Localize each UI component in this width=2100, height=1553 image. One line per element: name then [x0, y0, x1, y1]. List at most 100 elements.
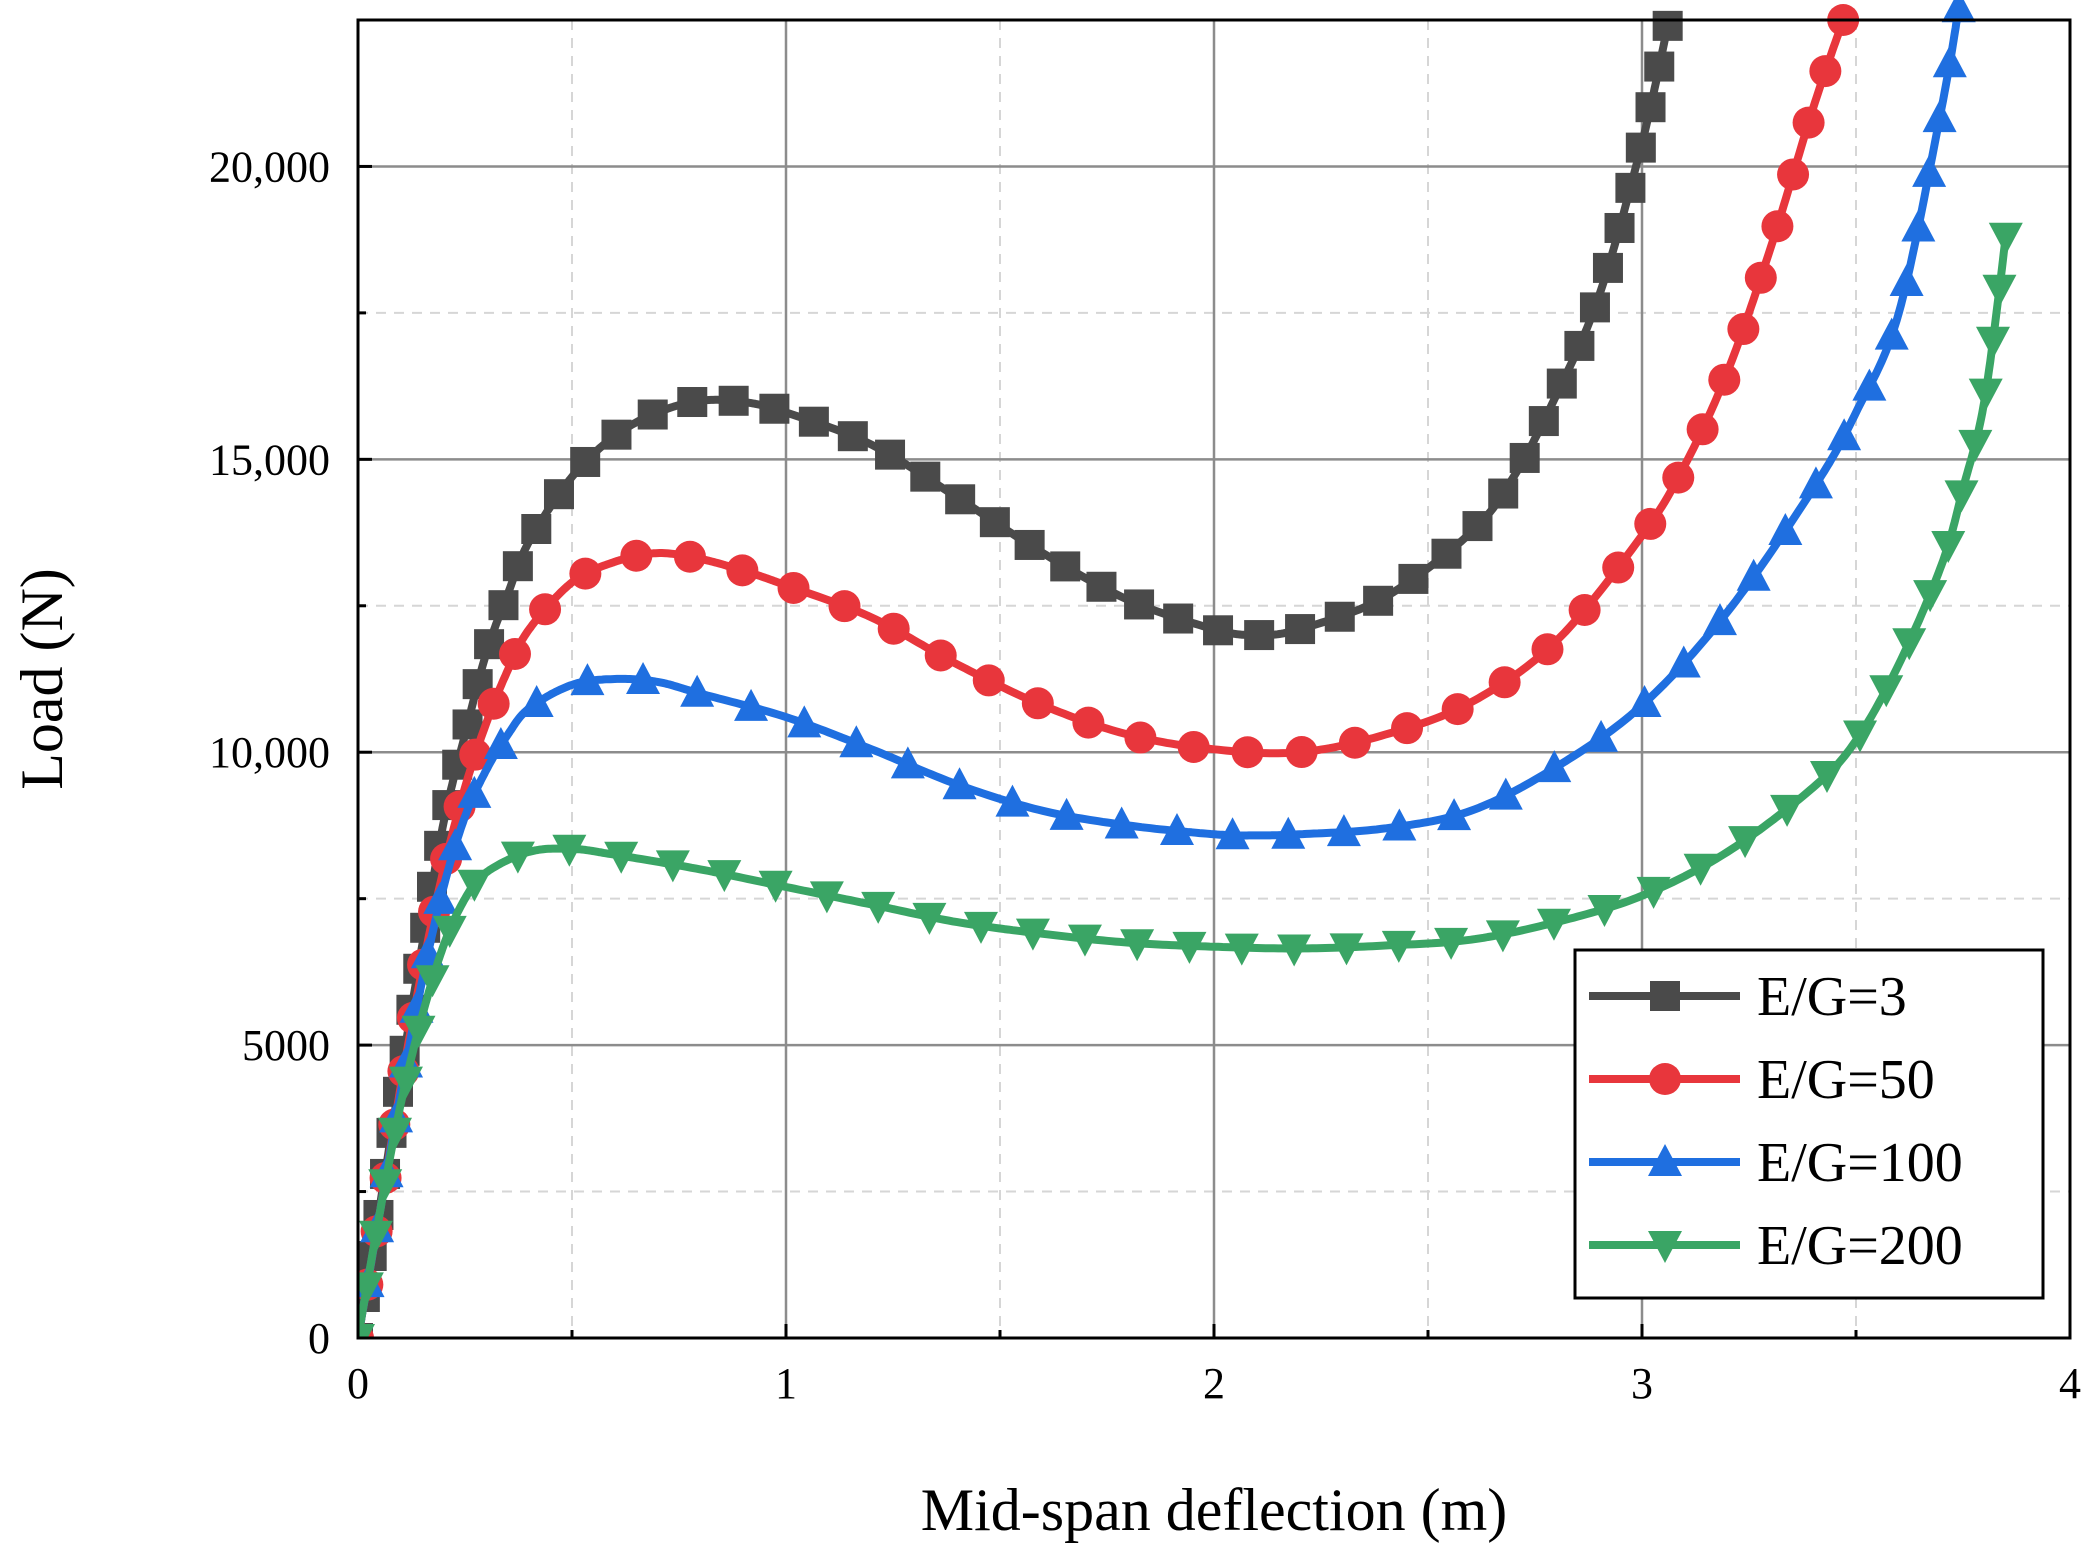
series-point [1568, 593, 1601, 626]
series-point [1615, 172, 1646, 203]
y-tick-label: 0 [308, 1314, 330, 1363]
series-point [1982, 274, 2017, 307]
series-point [1683, 853, 1718, 886]
series-point [877, 612, 910, 645]
y-axis-title: Load (N) [9, 568, 75, 790]
series-point [1049, 797, 1084, 830]
series-point [1809, 55, 1842, 88]
series-point [488, 590, 519, 621]
series-point [1391, 712, 1424, 745]
y-tick-label: 10,000 [209, 728, 330, 777]
series-point [500, 841, 535, 874]
series-point [963, 911, 998, 944]
series-point [1958, 429, 1993, 462]
series-point [423, 881, 458, 914]
series-point [1874, 317, 1909, 350]
series-1 [358, 10, 1683, 1338]
series-point [1944, 480, 1979, 513]
series-point [1104, 806, 1139, 839]
series-point [1163, 603, 1194, 634]
series-point [637, 399, 668, 430]
series-point [457, 775, 492, 808]
series-point [759, 393, 790, 424]
series-point [620, 539, 653, 572]
series-point [1021, 687, 1054, 720]
series-point [358, 1272, 384, 1305]
series-point [1666, 645, 1701, 678]
series-point [1277, 934, 1312, 967]
x-tick-label: 3 [1631, 1359, 1653, 1408]
series-point [1604, 212, 1635, 243]
series-point [707, 860, 742, 893]
series-point [1015, 918, 1050, 951]
series-point [1326, 814, 1361, 847]
series-point [861, 891, 896, 924]
series-point [809, 881, 844, 914]
series-point [457, 869, 492, 902]
series-point [1564, 330, 1595, 361]
legend-swatch-marker [1648, 1231, 1682, 1263]
series-point [1398, 563, 1429, 594]
series-point [1634, 507, 1667, 540]
series-point [758, 870, 793, 903]
legend-label: E/G=3 [1757, 966, 1907, 1028]
series-point [1546, 368, 1577, 399]
legend: E/G=3 E/G=50 E/G=100 E/G=200 [1573, 948, 2045, 1300]
series-point [1159, 812, 1194, 845]
series-point [1067, 924, 1102, 957]
y-tick-label: 15,000 [209, 435, 330, 484]
series-point [1627, 685, 1662, 718]
series-point [1625, 132, 1656, 163]
series-point [1777, 158, 1810, 191]
series-point [837, 421, 868, 452]
series-point [910, 461, 941, 492]
series-point [459, 738, 492, 771]
series-point [1644, 51, 1675, 82]
series-point [1968, 378, 2003, 411]
series-point [1324, 601, 1355, 632]
series-point [378, 1117, 413, 1150]
series-point [1792, 106, 1825, 139]
series-point [1727, 313, 1760, 346]
series-point [1744, 261, 1777, 294]
series-point [388, 1066, 423, 1099]
series-point [655, 850, 690, 883]
series-point [1285, 736, 1318, 769]
series-point [787, 705, 822, 738]
series-point [828, 590, 861, 623]
series-point [1584, 719, 1619, 752]
series-point [1177, 730, 1210, 763]
series-point [1086, 571, 1117, 602]
series-point [1271, 816, 1306, 849]
series-point [498, 638, 531, 671]
legend-entry-2: E/G=50 [1589, 1049, 1935, 1111]
series-point [1736, 558, 1771, 591]
legend-swatch-marker [1649, 1063, 1681, 1095]
series-point [1988, 222, 2023, 255]
series-point [1652, 10, 1683, 41]
ticks-layer [356, 164, 2072, 1340]
legend-swatch-marker [1650, 981, 1680, 1011]
series-point [552, 834, 587, 867]
series-point [1488, 478, 1519, 509]
series-point [972, 664, 1005, 697]
series-point [1050, 551, 1081, 582]
y-tick-labels: 0 5000 10,000 15,000 20,000 [209, 142, 330, 1363]
series-point [569, 557, 602, 590]
series-point [401, 1015, 436, 1048]
series-point [438, 828, 473, 861]
series-4 [358, 222, 2023, 1338]
series-point [1662, 461, 1695, 494]
y-tick-label: 20,000 [209, 142, 330, 191]
series-point [1827, 418, 1862, 451]
series-point [1172, 931, 1207, 964]
series-point [839, 725, 874, 758]
series-point [1892, 628, 1927, 661]
series-point [924, 639, 957, 672]
x-tick-label: 4 [2059, 1359, 2081, 1408]
series-point [677, 387, 708, 418]
series-point [1434, 927, 1469, 960]
series-point [1768, 512, 1803, 545]
series-point [358, 1324, 375, 1338]
